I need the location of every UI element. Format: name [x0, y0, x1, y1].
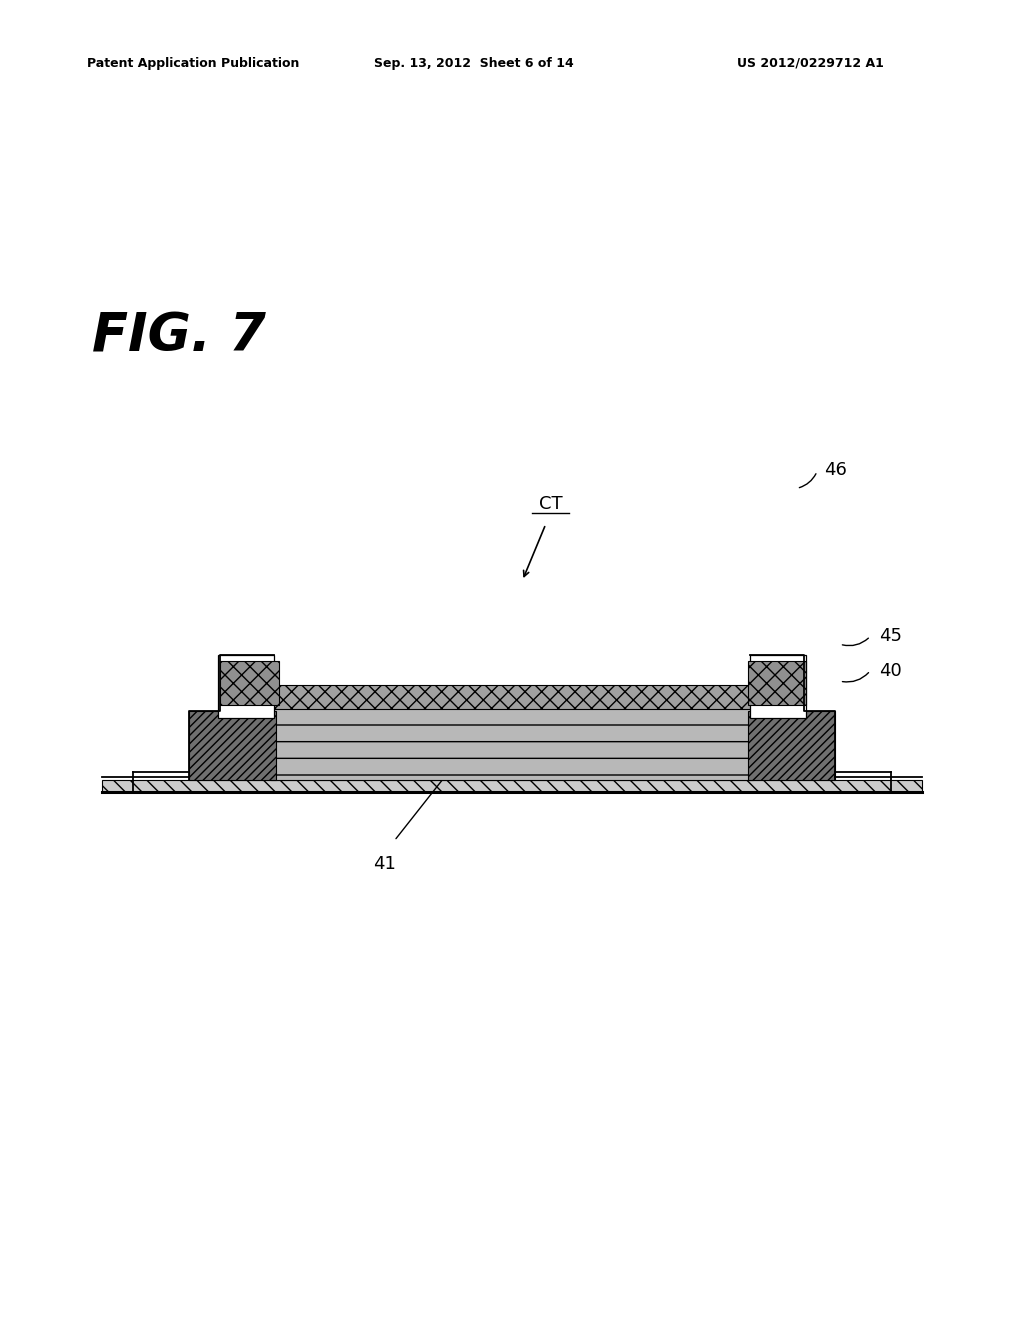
Bar: [102, 780, 922, 792]
Bar: [750, 655, 806, 718]
Bar: [220, 661, 279, 705]
Bar: [218, 655, 274, 718]
Bar: [271, 690, 753, 780]
Text: 46: 46: [824, 461, 847, 479]
Bar: [748, 711, 835, 780]
Text: 41: 41: [373, 855, 395, 874]
Bar: [748, 661, 806, 705]
Text: CT: CT: [539, 495, 563, 513]
Text: Sep. 13, 2012  Sheet 6 of 14: Sep. 13, 2012 Sheet 6 of 14: [374, 57, 573, 70]
Text: 40: 40: [879, 661, 901, 680]
Text: 45: 45: [879, 627, 901, 645]
Bar: [271, 685, 753, 709]
Bar: [189, 711, 276, 780]
Text: FIG. 7: FIG. 7: [92, 310, 266, 362]
Text: US 2012/0229712 A1: US 2012/0229712 A1: [737, 57, 884, 70]
Text: Patent Application Publication: Patent Application Publication: [87, 57, 299, 70]
